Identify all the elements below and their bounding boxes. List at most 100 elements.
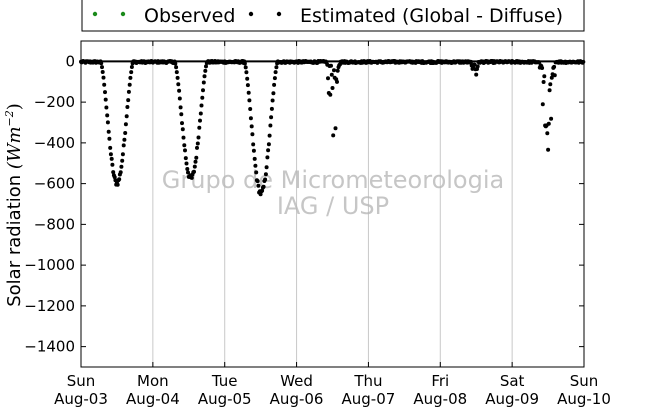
data-point: [180, 127, 185, 132]
data-point: [242, 61, 247, 66]
data-point: [546, 147, 551, 152]
data-point: [185, 167, 190, 171]
data-point: [326, 76, 330, 81]
data-point: [189, 175, 194, 180]
data-point: [248, 107, 253, 111]
plot-frame: [81, 41, 584, 367]
data-point: [100, 70, 105, 74]
data-point: [176, 82, 181, 87]
data-point: [335, 79, 339, 84]
data-point: [549, 75, 554, 80]
data-point: [251, 148, 256, 153]
data-point: [198, 118, 202, 123]
data-point: [195, 145, 199, 150]
data-point: [256, 183, 261, 188]
legend-entry-estimated: Estimated (Global - Diffuse): [248, 5, 563, 27]
data-point: [330, 86, 335, 90]
y-tick-label: −600: [34, 175, 75, 193]
data-point: [247, 98, 252, 103]
data-point: [274, 65, 279, 70]
data-point: [552, 64, 557, 69]
y-axis-title-exponent: −2: [3, 110, 16, 126]
data-point: [546, 121, 551, 126]
data-point: [329, 72, 334, 77]
data-point: [122, 137, 127, 142]
data-point: [180, 121, 184, 126]
data-point: [475, 64, 480, 69]
data-point: [184, 161, 189, 166]
data-point: [117, 177, 122, 182]
data-point: [541, 80, 546, 84]
data-point: [178, 105, 183, 110]
data-point: [542, 74, 547, 79]
data-point: [174, 70, 179, 75]
data-point: [181, 135, 186, 140]
watermark-line-2: IAG / USP: [277, 192, 389, 220]
data-point: [547, 88, 552, 93]
data-point: [126, 89, 131, 94]
plot-area: Grupo de Micrometeorologia IAG / USP: [79, 40, 586, 368]
data-point: [267, 133, 272, 138]
data-point: [331, 133, 336, 138]
data-point: [123, 131, 128, 135]
data-point: [175, 75, 180, 80]
data-point: [548, 82, 553, 87]
data-point: [255, 179, 260, 184]
data-point: [540, 102, 545, 107]
data-point: [243, 65, 248, 70]
data-point: [177, 96, 182, 101]
data-point: [332, 68, 336, 73]
data-point: [118, 170, 123, 175]
data-point: [115, 182, 120, 187]
data-point: [270, 98, 275, 103]
data-point: [251, 142, 256, 147]
x-tick-label-day: Sun: [67, 372, 96, 390]
data-point: [101, 75, 106, 80]
x-tick-label-day: Fri: [431, 372, 449, 390]
x-axis: SunAug-03MonAug-04TueAug-05WedAug-06ThuA…: [54, 41, 611, 408]
data-point: [201, 88, 205, 93]
data-point: [245, 76, 250, 81]
data-point: [201, 80, 206, 85]
y-tick-label: −1200: [24, 297, 75, 315]
y-axis-title-unit: (Wm: [4, 126, 25, 169]
data-point: [104, 105, 109, 110]
data-point: [183, 148, 187, 153]
data-point: [250, 132, 255, 137]
legend: Observed Estimated (Global - Diffuse): [81, 0, 585, 32]
x-tick-label-date: Aug-06: [270, 390, 324, 408]
legend-entry-observed: Observed: [92, 5, 235, 27]
data-point: [244, 70, 249, 75]
data-point: [103, 97, 108, 102]
data-point: [552, 73, 557, 78]
data-point: [105, 113, 110, 118]
data-point: [203, 68, 208, 73]
data-point: [252, 156, 257, 161]
data-point: [107, 136, 112, 141]
data-point: [182, 143, 187, 148]
legend-marker-observed: [120, 11, 126, 17]
data-point: [333, 126, 338, 131]
data-point: [112, 175, 117, 180]
legend-marker-estimated: [276, 11, 282, 17]
data-point: [198, 111, 203, 116]
legend-label-observed: Observed: [144, 5, 235, 27]
data-point: [199, 103, 204, 108]
data-point: [179, 112, 184, 117]
data-point: [272, 82, 277, 87]
y-tick-label: −200: [34, 93, 75, 111]
data-point: [128, 75, 133, 80]
y-axis-title: Solar radiation (Wm−2): [3, 103, 25, 307]
data-point: [127, 82, 132, 87]
y-axis-title-close: ): [4, 103, 25, 110]
data-point: [129, 70, 134, 75]
data-point: [108, 145, 113, 150]
data-point: [120, 152, 125, 157]
x-tick-label-date: Aug-04: [126, 390, 180, 408]
data-point: [125, 105, 130, 109]
data-point: [193, 159, 198, 164]
data-point: [245, 83, 250, 88]
data-point: [272, 76, 277, 81]
data-point: [204, 64, 208, 69]
